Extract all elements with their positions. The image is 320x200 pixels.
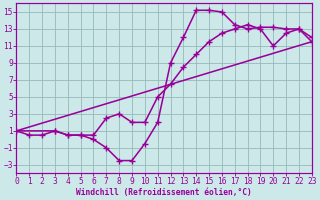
X-axis label: Windchill (Refroidissement éolien,°C): Windchill (Refroidissement éolien,°C) — [76, 188, 252, 197]
